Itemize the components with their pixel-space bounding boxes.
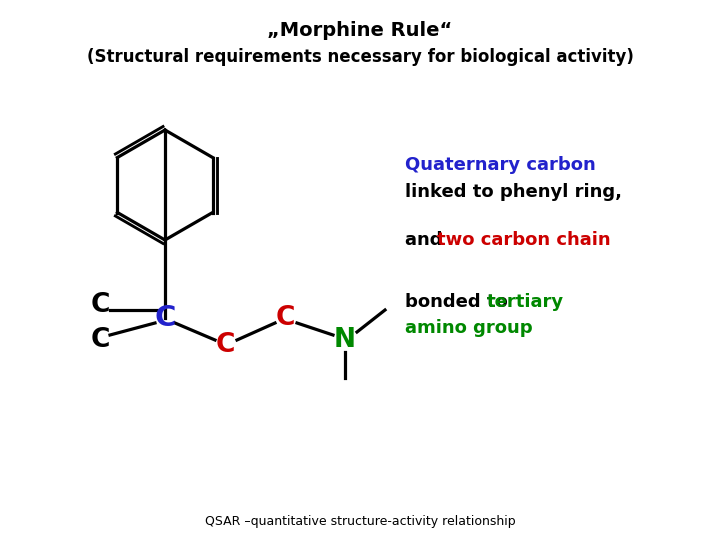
Text: C: C [215,332,235,358]
Text: amino group: amino group [405,319,533,337]
Text: C: C [275,305,294,331]
Text: N: N [334,327,356,353]
Text: tertiary: tertiary [487,293,564,311]
Text: linked to phenyl ring,: linked to phenyl ring, [405,183,622,201]
Text: (Structural requirements necessary for biological activity): (Structural requirements necessary for b… [86,48,634,66]
Text: C: C [90,327,109,353]
Text: C: C [154,304,176,332]
Text: bonded to: bonded to [405,293,514,311]
Text: „Morphine Rule“: „Morphine Rule“ [267,21,453,39]
Text: C: C [90,292,109,318]
Text: QSAR –quantitative structure-activity relationship: QSAR –quantitative structure-activity re… [204,516,516,529]
Text: two carbon chain: two carbon chain [437,231,611,249]
Text: and: and [405,231,449,249]
Text: Quaternary carbon: Quaternary carbon [405,156,595,174]
